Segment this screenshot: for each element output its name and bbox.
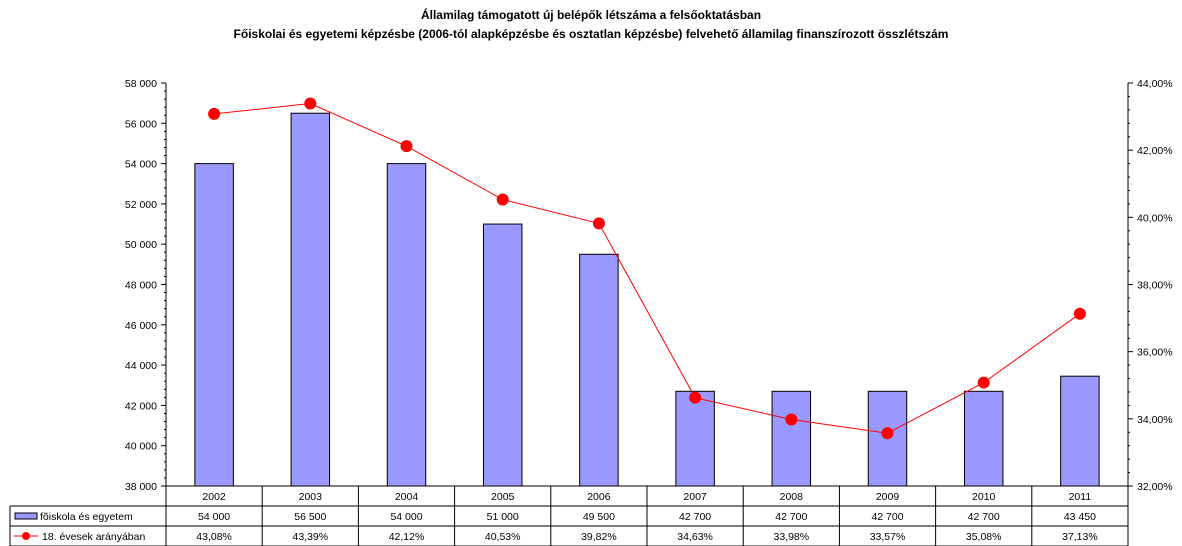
- x-tick-label: 2004: [395, 491, 419, 503]
- x-tick-label: 2005: [491, 491, 515, 503]
- data-label-bars-2002: 54 000: [198, 511, 230, 523]
- y-left-tick-label: 58 000: [125, 78, 157, 90]
- bar-2005: [483, 224, 521, 486]
- data-label-ratio-2010: 35,08%: [966, 531, 1002, 543]
- data-label-bars-2011: 43 450: [1064, 511, 1096, 523]
- point-2006: [593, 218, 604, 229]
- chart-title: Államilag támogatott új belépők létszáma…: [421, 7, 761, 22]
- plot-area: 38 000 40 000 42 000 44 000 46 000 48 000 50 0…: [125, 78, 1173, 493]
- point-2010: [978, 377, 989, 388]
- chart-subtitle: Főiskolai és egyetemi képzésbe (2006-tól…: [234, 27, 949, 41]
- point-2004: [401, 141, 412, 152]
- series-line-ratio: [214, 103, 1080, 433]
- data-label-ratio-2008: 33,98%: [773, 531, 809, 543]
- y-right-tick-label: 40,00%: [1137, 212, 1173, 224]
- x-tick-label: 2002: [202, 491, 226, 503]
- data-label-bars-2007: 42 700: [679, 511, 711, 523]
- x-tick-label: 2010: [972, 491, 996, 503]
- bar-2002: [195, 164, 233, 486]
- point-2008: [786, 414, 797, 425]
- y-left-tick-label: 38 000: [125, 481, 157, 493]
- data-label-bars-2009: 42 700: [871, 511, 903, 523]
- point-2007: [690, 392, 701, 403]
- legend-label-bars: fõiskola és egyetem: [40, 511, 133, 523]
- legend-key-marker: [23, 533, 30, 540]
- x-tick-label: 2008: [780, 491, 804, 503]
- bar-2011: [1061, 376, 1099, 486]
- data-label-ratio-2002: 43,08%: [196, 531, 232, 543]
- y-left-tick-label: 52 000: [125, 199, 157, 211]
- y-left-tick-label: 54 000: [125, 159, 157, 171]
- data-label-ratio-2011: 37,13%: [1062, 531, 1098, 543]
- data-label-bars-2004: 54 000: [390, 511, 422, 523]
- data-label-ratio-2006: 39,82%: [581, 531, 617, 543]
- y-right-tick-label: 38,00%: [1137, 280, 1173, 292]
- legend-key-bars: [15, 513, 37, 519]
- y-right-tick-label: 34,00%: [1137, 414, 1173, 426]
- y-left-tick-label: 40 000: [125, 441, 157, 453]
- data-label-bars-2005: 51 000: [487, 511, 519, 523]
- y-left-tick-label: 50 000: [125, 239, 157, 251]
- legend-label-line: 18. évesek arányában: [42, 531, 145, 543]
- point-2002: [209, 108, 220, 119]
- y-right-tick-label: 36,00%: [1137, 347, 1173, 359]
- point-2009: [882, 428, 893, 439]
- y-left-tick-label: 56 000: [125, 118, 157, 130]
- bar-2007: [676, 391, 714, 486]
- x-tick-label: 2003: [299, 491, 323, 503]
- bar-2003: [291, 113, 329, 486]
- data-label-ratio-2004: 42,12%: [389, 531, 425, 543]
- y-right-tick-label: 32,00%: [1137, 481, 1173, 493]
- data-table: 2002 2003 2004 2005 2006 2007 2008 2009 2010 2011…: [10, 486, 1128, 546]
- data-label-ratio-2005: 40,53%: [485, 531, 521, 543]
- x-tick-label: 2006: [587, 491, 611, 503]
- point-2011: [1074, 308, 1085, 319]
- point-2005: [497, 194, 508, 205]
- point-2003: [305, 98, 316, 109]
- y-left-tick-label: 42 000: [125, 400, 157, 412]
- data-label-ratio-2003: 43,39%: [292, 531, 328, 543]
- data-label-bars-2010: 42 700: [968, 511, 1000, 523]
- x-tick-label: 2009: [876, 491, 900, 503]
- data-label-bars-2006: 49 500: [583, 511, 615, 523]
- data-label-bars-2003: 56 500: [294, 511, 326, 523]
- data-label-ratio-2007: 34,63%: [677, 531, 713, 543]
- y-left-tick-label: 46 000: [125, 320, 157, 332]
- data-label-ratio-2009: 33,57%: [870, 531, 906, 543]
- data-label-bars-2008: 42 700: [775, 511, 807, 523]
- bar-2010: [964, 391, 1002, 486]
- y-left-tick-label: 48 000: [125, 280, 157, 292]
- y-right-tick-label: 44,00%: [1137, 78, 1173, 90]
- bar-2004: [387, 164, 425, 486]
- y-right-tick-label: 42,00%: [1137, 145, 1173, 157]
- x-tick-label: 2011: [1069, 491, 1092, 503]
- x-tick-label: 2007: [683, 491, 707, 503]
- bar-2006: [580, 254, 618, 486]
- y-left-tick-label: 44 000: [125, 360, 157, 372]
- bar-2008: [772, 391, 810, 486]
